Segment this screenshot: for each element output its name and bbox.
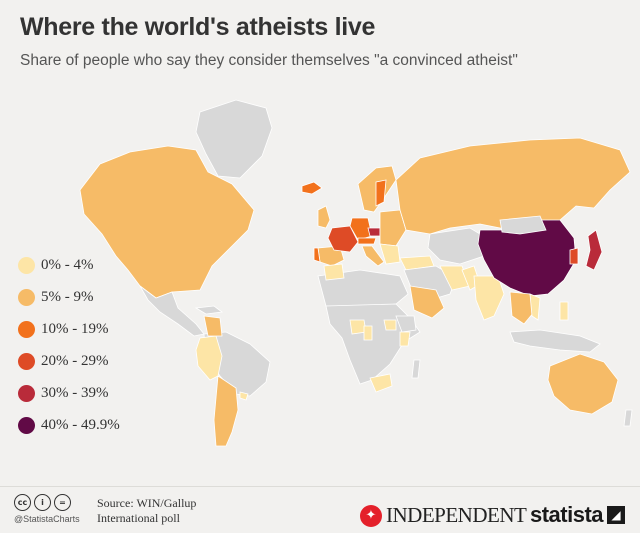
chart-subtitle: Share of people who say they consider th…: [20, 52, 518, 69]
legend-swatch: [18, 353, 35, 370]
region-australia: [547, 353, 619, 415]
nd-icon: =: [54, 494, 71, 511]
region-portugal: [313, 247, 321, 263]
statista-handle: @StatistaCharts: [14, 514, 80, 524]
region-colombia: [203, 315, 223, 337]
region-argentina: [213, 375, 239, 447]
source-note: Source: WIN/Gallup International poll: [97, 496, 227, 526]
region-caribbean: [194, 305, 224, 315]
source-line: International poll: [97, 511, 180, 525]
region-mongolia: [499, 215, 547, 235]
statista-logo: statista ◢: [530, 502, 626, 528]
legend-swatch: [18, 321, 35, 338]
region-czech: [367, 227, 381, 237]
region-india: [473, 275, 505, 321]
region-japan: [585, 229, 603, 271]
region-eastern-europe: [379, 209, 407, 247]
region-korea: [569, 247, 579, 265]
region-southeast-asia: [509, 291, 535, 325]
publisher-name: INDEPENDENT: [386, 503, 527, 527]
statista-mark-icon: ◢: [607, 506, 626, 524]
world-map: [79, 99, 633, 447]
region-new-zealand: [623, 409, 633, 427]
region-kenya: [399, 331, 411, 347]
legend-swatch: [18, 289, 35, 306]
legend-label: 10% - 19%: [41, 321, 109, 337]
region-ethiopia: [395, 315, 417, 333]
region-indonesia: [509, 329, 601, 353]
eagle-icon: ✦: [360, 504, 382, 527]
region-greenland: [195, 99, 273, 179]
legend-label: 40% - 49.9%: [41, 417, 120, 433]
region-south-africa: [369, 373, 393, 393]
region-philippines: [559, 301, 569, 321]
legend-label: 0% - 4%: [41, 257, 94, 273]
region-andes: [195, 335, 223, 381]
independent-logo: ✦ INDEPENDENT: [360, 503, 527, 528]
region-central-asia: [427, 227, 491, 265]
chart-title: Where the world's atheists live: [20, 13, 376, 41]
region-madagascar: [411, 359, 421, 379]
license-icons: cc i =: [14, 492, 74, 511]
legend-label: 30% - 39%: [41, 385, 109, 401]
legend-swatch: [18, 417, 35, 434]
region-morocco: [323, 263, 345, 281]
brand-name: statista: [530, 502, 604, 527]
region-china: [477, 219, 577, 297]
source-line: Source: WIN/Gallup: [97, 496, 197, 510]
legend-swatch: [18, 257, 35, 274]
by-icon: i: [34, 494, 51, 511]
region-balkans: [379, 243, 401, 265]
region-vietnam: [529, 293, 541, 321]
region-cameroon: [363, 325, 373, 341]
region-uruguay: [239, 391, 249, 401]
region-sweden: [375, 179, 387, 207]
region-uk: [317, 205, 331, 229]
region-iceland: [301, 181, 323, 195]
region-saudi: [409, 285, 445, 319]
legend-label: 5% - 9%: [41, 289, 94, 305]
region-south-sudan: [383, 319, 397, 331]
region-north-america: [79, 145, 255, 299]
region-austria: [357, 237, 377, 245]
legend-label: 20% - 29%: [41, 353, 109, 369]
footer-divider: [0, 486, 640, 487]
legend-swatch: [18, 385, 35, 402]
region-italy: [361, 245, 385, 267]
cc-icon: cc: [14, 494, 31, 511]
region-central-america: [139, 285, 205, 337]
